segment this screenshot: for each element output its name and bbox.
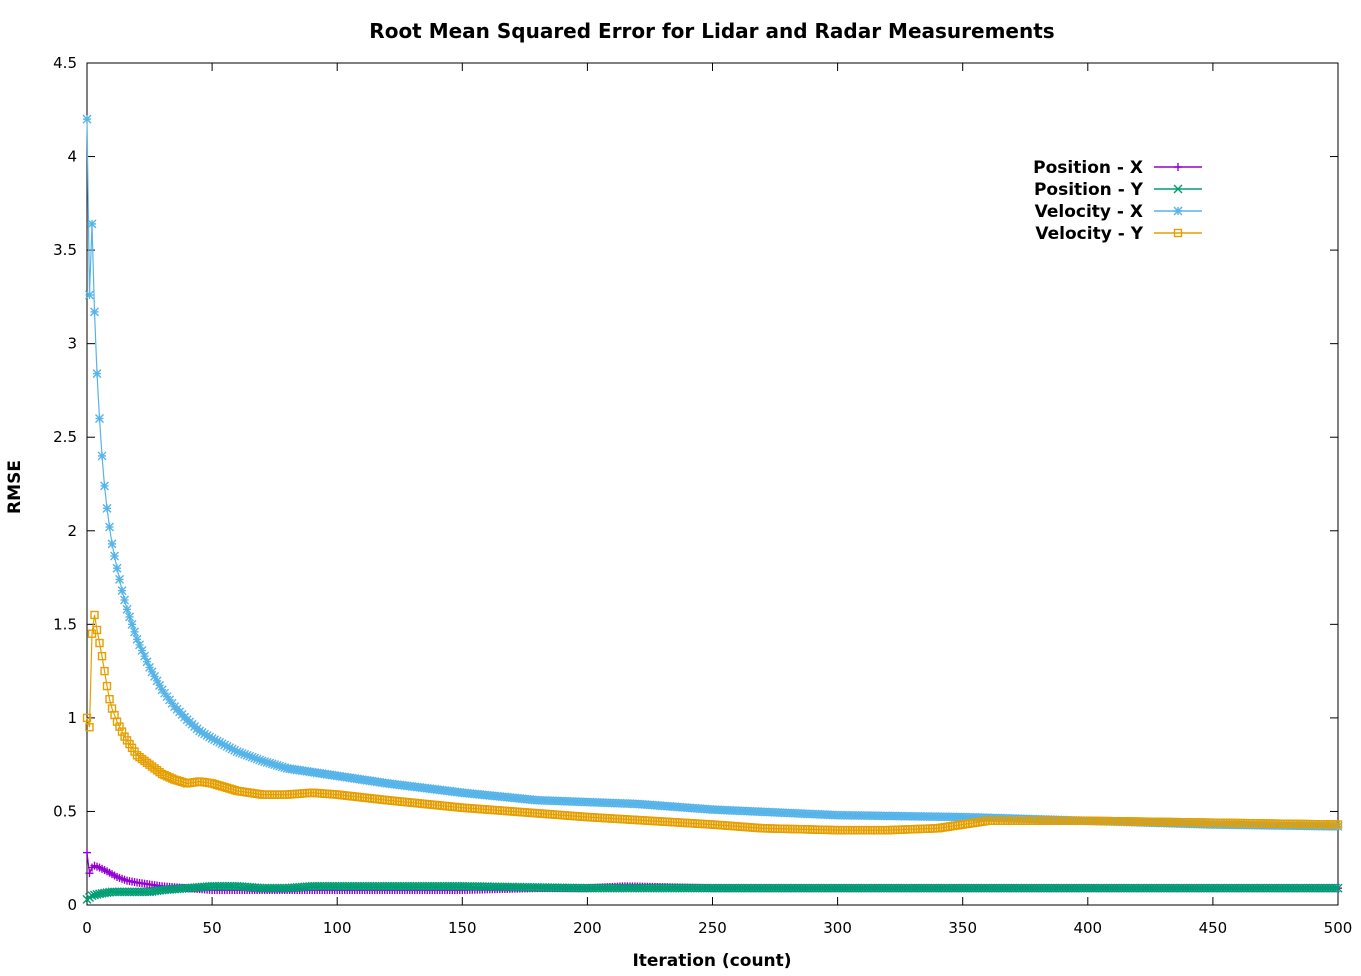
y-tick-label: 1 [67,709,77,727]
series-line-velocity-x [86,119,1339,828]
data-point [102,503,112,513]
data-point [100,481,110,491]
x-tick-label: 450 [1199,919,1228,937]
y-tick-label: 0.5 [53,802,77,820]
data-point [117,586,127,596]
x-tick-label: 200 [573,919,602,937]
legend-item: Position - X [1033,158,1202,178]
y-axis-label: RMSE [5,460,25,514]
legend-item: Velocity - X [1035,202,1202,222]
chart-title: Root Mean Squared Error for Lidar and Ra… [369,19,1054,43]
data-point [105,522,115,532]
x-tick-label: 500 [1324,919,1353,937]
series-markers-position-y [82,881,1343,904]
data-point [130,627,140,637]
legend-label: Velocity - Y [1035,224,1143,244]
series-group [82,114,1343,904]
legend-label: Velocity - X [1035,202,1143,222]
data-point [127,619,137,629]
series-markers-velocity-x [82,114,1343,831]
data-point [125,612,135,622]
data-point [85,869,94,878]
y-tick-label: 0 [67,896,77,914]
x-tick-label: 50 [203,919,222,937]
x-axis-label: Iteration (count) [632,951,791,971]
data-point [107,539,117,549]
data-point [122,604,132,614]
x-tick-label: 400 [1073,919,1102,937]
axis-ticks: 0 50 100 150 200 250 300 350 400 450 500 0 0.5 1 1.5 2 2… [53,54,1352,937]
data-point [97,451,107,461]
x-tick-label: 150 [448,919,477,937]
y-tick-label: 2.5 [53,428,77,446]
y-tick-label: 2 [67,522,77,540]
y-tick-label: 4 [67,148,77,166]
y-tick-label: 1.5 [53,615,77,633]
series-position-y [82,881,1343,904]
plot-frame [86,62,1339,906]
data-point [92,369,102,379]
data-point [95,414,105,424]
data-point [120,595,130,605]
y-tick-label: 4.5 [53,54,77,72]
x-tick-label: 0 [82,919,92,937]
legend-label: Position - X [1033,158,1143,178]
series-velocity-x [82,114,1343,831]
legend-item: Position - Y [1034,180,1202,200]
series-velocity-y [82,610,1343,835]
data-point [85,290,94,300]
data-point [110,551,120,561]
legend-swatch-marker [1174,163,1182,171]
legend-swatch-marker [1173,206,1183,216]
y-tick-label: 3 [67,335,77,353]
data-point [115,574,125,584]
y-tick-label: 3.5 [53,241,77,259]
data-point [112,563,122,573]
data-point [87,219,97,229]
data-point [90,307,100,317]
legend-item: Velocity - Y [1035,224,1202,244]
legend-label: Position - Y [1034,180,1144,200]
x-tick-label: 250 [698,919,727,937]
x-tick-label: 300 [823,919,852,937]
series-markers-velocity-y [82,610,1343,835]
data-point [82,114,92,124]
x-tick-label: 350 [948,919,977,937]
data-point [83,848,91,857]
x-tick-label: 100 [323,919,352,937]
